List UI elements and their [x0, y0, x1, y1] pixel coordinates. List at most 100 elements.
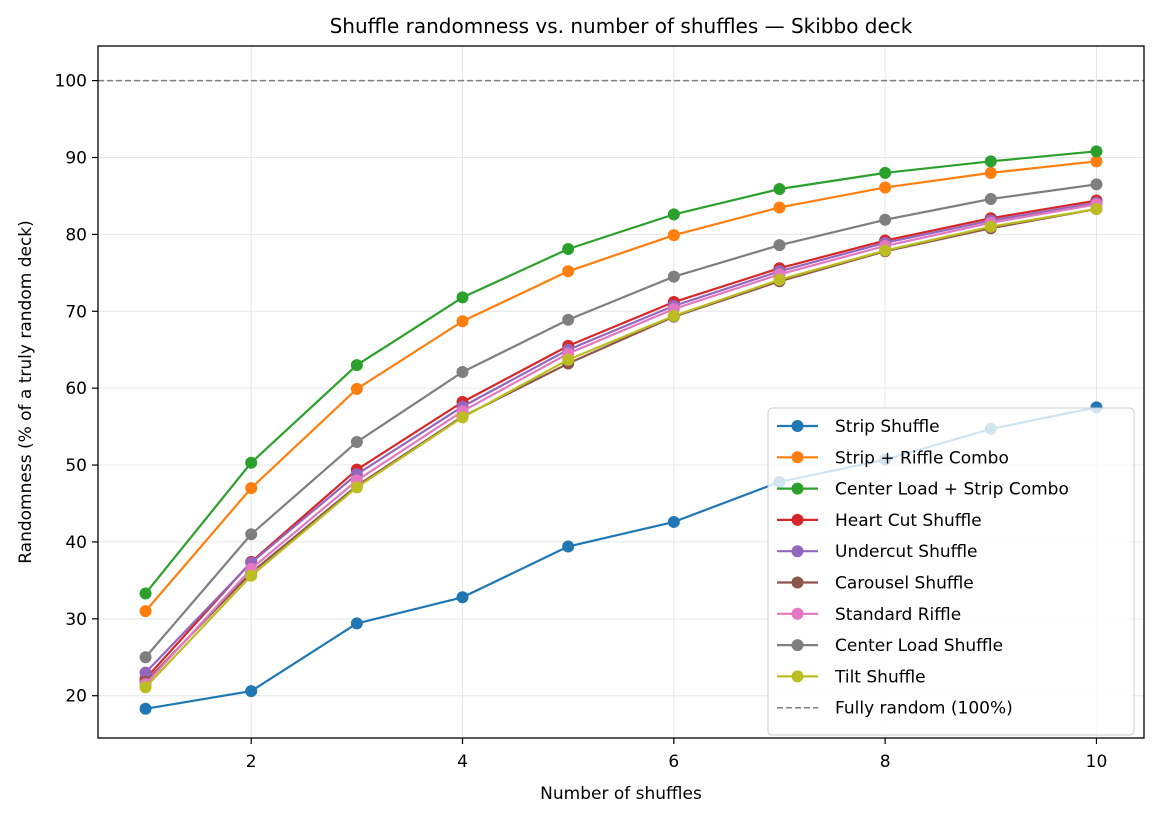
- x-tick-label: 6: [668, 752, 679, 772]
- legend-marker: [791, 420, 804, 432]
- data-point: [667, 229, 680, 242]
- legend-item-8: Tilt Shuffle: [777, 667, 926, 687]
- legend-item-3: Heart Cut Shuffle: [777, 511, 982, 531]
- data-point: [139, 587, 152, 600]
- legend-label: Strip + Riffle Combo: [835, 448, 1009, 468]
- legend-label: Center Load Shuffle: [835, 636, 1003, 656]
- legend-marker: [791, 639, 804, 652]
- data-point: [245, 482, 258, 495]
- legend-label: Carousel Shuffle: [835, 574, 974, 594]
- series-2: [139, 145, 1103, 600]
- x-axis-label: Number of shuffles: [540, 784, 702, 804]
- legend-label: Undercut Shuffle: [835, 542, 978, 562]
- legend-marker: [791, 670, 804, 683]
- data-point: [667, 309, 680, 322]
- data-point: [984, 220, 997, 233]
- chart-title: Shuffle randomness vs. number of shuffle…: [330, 14, 913, 38]
- y-tick-label: 100: [55, 72, 87, 92]
- legend-marker: [791, 607, 804, 620]
- legend-item-1: Strip + Riffle Combo: [777, 448, 1009, 468]
- legend-item-7: Center Load Shuffle: [777, 636, 1003, 656]
- data-point: [562, 242, 575, 255]
- data-point: [984, 193, 997, 206]
- y-tick-label: 40: [65, 533, 87, 553]
- data-point: [139, 681, 152, 694]
- series-line: [144, 207, 1097, 683]
- data-point: [879, 213, 892, 226]
- data-point: [245, 569, 258, 582]
- legend-label: Standard Riffle: [835, 605, 961, 625]
- data-point: [562, 313, 575, 326]
- legend-marker: [791, 545, 804, 558]
- data-point: [984, 166, 997, 179]
- data-point: [350, 435, 363, 448]
- data-point: [1090, 203, 1103, 216]
- data-point: [350, 359, 363, 372]
- series-layer: [139, 145, 1103, 715]
- y-tick-label: 60: [65, 379, 87, 399]
- legend-item-0: Strip Shuffle: [777, 417, 940, 437]
- y-tick-label: 80: [65, 225, 87, 245]
- data-point: [139, 651, 152, 664]
- x-tick-label: 4: [457, 752, 468, 772]
- data-point: [984, 155, 997, 168]
- data-point: [879, 181, 892, 194]
- series-7: [139, 178, 1103, 664]
- axes: 2 4 6 8 10 20 30 40 50 60 70 80 90 100: [55, 45, 1145, 772]
- series-line: [144, 160, 1097, 612]
- legend-label: Fully random (100%): [835, 699, 1013, 719]
- legend-marker: [791, 576, 804, 589]
- y-tick-label: 70: [65, 302, 87, 322]
- data-point: [139, 605, 152, 618]
- y-axis-label: Randomness (% of a truly random deck): [16, 220, 36, 564]
- legend-item-6: Standard Riffle: [777, 605, 961, 625]
- y-tick-label: 90: [65, 148, 87, 168]
- series-1: [139, 155, 1103, 618]
- data-point: [773, 239, 786, 252]
- data-point: [773, 201, 786, 214]
- data-point: [456, 315, 469, 328]
- legend-item-reference: Fully random (100%): [777, 699, 1013, 719]
- data-point: [456, 291, 469, 304]
- series-line: [144, 207, 1097, 689]
- data-point: [139, 702, 152, 715]
- legend-item-5: Carousel Shuffle: [777, 574, 974, 594]
- data-point: [456, 411, 469, 424]
- data-point: [562, 353, 575, 366]
- data-point: [245, 456, 258, 469]
- data-point: [667, 515, 680, 528]
- data-point: [667, 270, 680, 283]
- data-point: [350, 382, 363, 395]
- data-point: [245, 685, 258, 698]
- legend-item-2: Center Load + Strip Combo: [777, 480, 1069, 500]
- series-line: [144, 201, 1097, 674]
- data-point: [1090, 145, 1103, 158]
- y-tick-label: 20: [65, 687, 87, 707]
- legend-marker: [791, 482, 804, 495]
- data-point: [456, 366, 469, 379]
- data-point: [350, 617, 363, 630]
- y-tick-label: 50: [65, 456, 87, 476]
- y-tick-label: 30: [65, 610, 87, 630]
- data-point: [245, 528, 258, 541]
- data-point: [456, 591, 469, 604]
- legend-label: Center Load + Strip Combo: [835, 480, 1069, 500]
- x-tick-label: 2: [246, 752, 257, 772]
- legend: Strip Shuffle Strip + Riffle Combo Center …: [767, 407, 1135, 736]
- series-line: [144, 150, 1097, 595]
- data-point: [139, 666, 152, 679]
- data-point: [562, 265, 575, 278]
- legend-label: Tilt Shuffle: [834, 667, 926, 687]
- series-line: [144, 183, 1097, 658]
- legend-item-4: Undercut Shuffle: [777, 542, 978, 562]
- data-point: [879, 244, 892, 257]
- legend-marker: [791, 513, 804, 526]
- data-point: [350, 481, 363, 494]
- data-point: [1090, 178, 1103, 191]
- series-line: [144, 199, 1097, 680]
- legend-label: Heart Cut Shuffle: [835, 511, 982, 531]
- legend-label: Strip Shuffle: [835, 417, 940, 437]
- series-line: [144, 203, 1097, 685]
- data-point: [773, 183, 786, 196]
